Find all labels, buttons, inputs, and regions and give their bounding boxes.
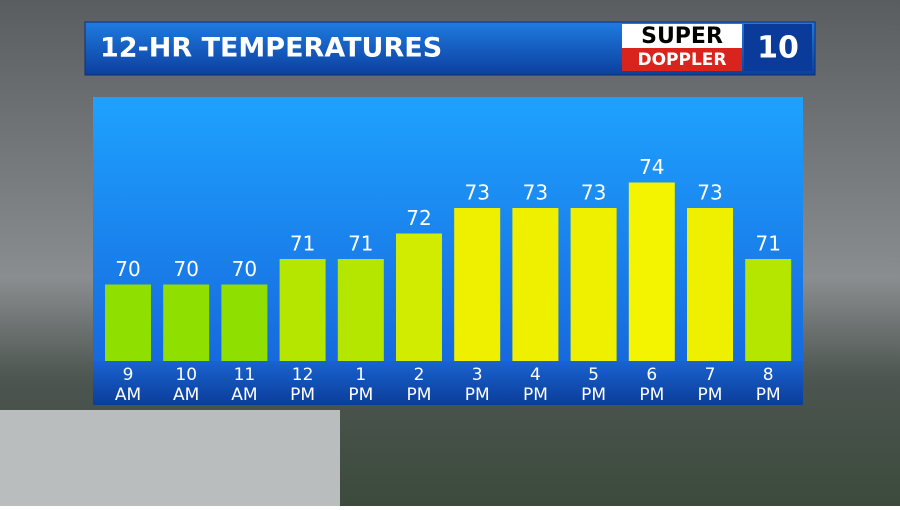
x-tick-label: 10: [175, 365, 197, 385]
value-label: 73: [697, 181, 722, 205]
bar: [279, 259, 326, 361]
bar: [628, 182, 675, 361]
x-tick-label: 4: [530, 365, 541, 385]
bar: [105, 284, 151, 361]
x-tick-label: 7: [705, 365, 716, 385]
label-strip: [93, 361, 803, 405]
value-label: 74: [639, 155, 664, 179]
logo-bottom: DOPPLER: [637, 50, 726, 70]
x-tick-label: PM: [581, 385, 606, 405]
x-tick-label: 2: [414, 365, 425, 385]
x-tick-label: PM: [407, 385, 432, 405]
bar: [570, 208, 617, 361]
logo-top: SUPER: [641, 24, 723, 49]
bar: [396, 233, 442, 361]
x-tick-label: AM: [231, 385, 257, 405]
bar: [687, 208, 733, 361]
x-tick-label: 8: [763, 365, 774, 385]
x-tick-label: 1: [355, 365, 366, 385]
value-label: 71: [348, 232, 373, 256]
x-tick-label: PM: [756, 385, 781, 405]
x-tick-label: 3: [472, 365, 483, 385]
x-tick-label: PM: [348, 385, 373, 405]
logo-mark: 10: [757, 31, 799, 66]
x-tick-label: PM: [465, 385, 490, 405]
x-tick-label: PM: [290, 385, 315, 405]
chart-panel: [93, 97, 803, 405]
value-label: 71: [755, 232, 780, 256]
x-tick-label: PM: [639, 385, 664, 405]
x-tick-label: 6: [646, 365, 657, 385]
x-tick-label: 12: [292, 365, 314, 385]
value-label: 72: [406, 206, 431, 230]
x-tick-label: AM: [173, 385, 199, 405]
value-label: 70: [232, 257, 257, 281]
bar: [512, 208, 559, 361]
bar: [221, 284, 268, 361]
x-tick-label: PM: [698, 385, 723, 405]
logo-bottom-box: [622, 48, 742, 71]
bar: [337, 259, 384, 361]
value-label: 70: [115, 257, 140, 281]
value-label: 73: [581, 181, 606, 205]
value-label: 73: [464, 181, 489, 205]
bar: [745, 259, 792, 361]
background-building: [0, 410, 340, 506]
x-tick-label: 9: [123, 365, 134, 385]
value-label: 70: [173, 257, 198, 281]
x-tick-label: PM: [523, 385, 548, 405]
logo-mark-box: [744, 24, 812, 71]
logo-top-box: [622, 24, 742, 48]
x-tick-label: AM: [115, 385, 141, 405]
value-label: 73: [523, 181, 548, 205]
bar: [454, 208, 501, 361]
x-tick-label: 5: [588, 365, 599, 385]
bar: [163, 284, 210, 361]
chart-title: 12-HR TEMPERATURES: [100, 33, 442, 64]
x-tick-label: 11: [234, 365, 256, 385]
value-label: 71: [290, 232, 315, 256]
